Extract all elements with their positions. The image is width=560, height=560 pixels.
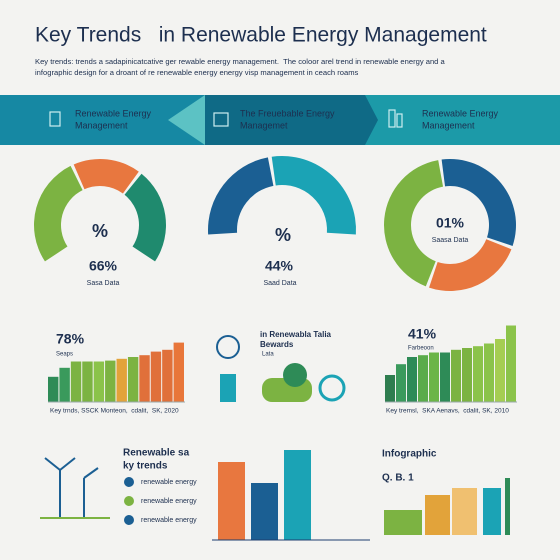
gauge-segment: [271, 156, 356, 235]
bottom-left-title: Renewable sa: [123, 448, 190, 459]
gauge-value: 44%: [265, 258, 294, 274]
icon: [452, 488, 477, 535]
banner-icons: [49, 109, 403, 128]
icon: [505, 478, 510, 535]
bar: [59, 367, 70, 402]
middle-note: Lata: [262, 352, 274, 358]
gauge-segment: [429, 239, 512, 291]
bar: [484, 343, 494, 402]
bar: [506, 325, 516, 402]
panel-caption: Key trnds, SSCK Monteon, cdalit, SK, 202…: [50, 408, 179, 415]
bar: [284, 450, 311, 540]
bottom-left-title: ky trends: [123, 461, 168, 472]
bar: [418, 355, 428, 402]
banner-label: The Freuebable Energy: [240, 108, 335, 118]
list-item: renewable energy: [141, 479, 197, 486]
gauge-caption: Saad Data: [263, 280, 296, 287]
bar: [127, 357, 139, 402]
gauge-icon: %: [275, 225, 291, 245]
icon: [384, 510, 422, 535]
panel-label: Farbeoon: [408, 346, 434, 352]
icon: [44, 457, 61, 471]
gauge-value: 66%: [89, 258, 118, 274]
banner-label: Renewable Energy: [422, 108, 499, 118]
icon: [213, 112, 229, 127]
panel-label: Seaps: [56, 352, 73, 358]
subtitle: Key trends: trends a sadapinicatcative g…: [35, 57, 446, 66]
bullet: [124, 496, 134, 506]
icon: [216, 335, 240, 359]
list-item: renewable energy: [141, 517, 197, 524]
gauge-segment: [441, 159, 516, 246]
bar: [150, 351, 162, 402]
bar: [116, 358, 127, 402]
icon: [388, 109, 396, 128]
bottom-right-title: Infographic: [382, 449, 437, 460]
title: Key Trends in Renewable Energy Managemen…: [35, 24, 487, 47]
bar: [70, 361, 82, 402]
bar: [385, 375, 395, 402]
bar: [251, 483, 278, 540]
banner-arrow: [168, 95, 205, 145]
icon: [220, 374, 236, 402]
bullet: [124, 477, 134, 487]
subtitle: infographic design for a droant of re re…: [35, 68, 359, 77]
bullet: [124, 515, 134, 525]
banner-label: Renewable Energy: [75, 108, 152, 118]
buildings: [384, 478, 510, 535]
middle-icons: [216, 335, 346, 402]
icon: [283, 363, 307, 387]
panel-value: 78%: [56, 331, 85, 347]
bar: [429, 352, 439, 402]
middle-title: Bewards: [260, 340, 294, 349]
bar: [396, 364, 406, 402]
turbines: [40, 457, 110, 519]
banner-left: [0, 95, 205, 145]
icon: [59, 457, 76, 471]
banner-label: Management: [75, 120, 128, 130]
bar: [93, 361, 105, 402]
icon: [425, 495, 450, 535]
banner-label: Management: [422, 120, 475, 130]
bottom-right-label: Q. B. 1: [382, 473, 414, 484]
gauge-segment: [384, 160, 444, 287]
bar: [462, 348, 472, 402]
gauge-caption: Sasa Data: [87, 280, 120, 287]
gauge-value: 01%: [436, 215, 465, 231]
gauge-icon: %: [92, 221, 108, 241]
bar: [82, 361, 93, 402]
bar: [495, 339, 505, 402]
icon: [396, 113, 403, 128]
bar: [407, 357, 417, 402]
bar: [218, 462, 245, 540]
banner-right: [365, 95, 560, 145]
bar: [162, 349, 173, 402]
panel-value: 41%: [408, 326, 437, 342]
banner-arrow: [365, 95, 378, 145]
bar: [173, 342, 184, 402]
middle-title: in Renewabla Talia: [260, 330, 332, 339]
gauge-segment: [208, 157, 274, 235]
bar: [440, 352, 450, 402]
banner-middle: [205, 95, 365, 145]
bar: [48, 376, 59, 402]
gauge-segment: [33, 165, 83, 262]
banner-label: Managemet: [240, 120, 288, 130]
gauge-segment: [124, 173, 166, 262]
bar: [473, 346, 483, 402]
gauge-segment: [73, 159, 139, 194]
panel-caption: Key tremsl, SKA Aenavs, cdalit, SK, 2010: [386, 408, 509, 415]
list-item: renewable energy: [141, 498, 197, 505]
icon: [483, 488, 501, 535]
bar: [139, 355, 150, 402]
bar: [451, 349, 461, 402]
icon: [83, 467, 99, 479]
icon: [49, 111, 61, 127]
gauge-caption: Saasa Data: [432, 237, 469, 244]
icon: [318, 374, 346, 402]
bar: [105, 360, 116, 402]
